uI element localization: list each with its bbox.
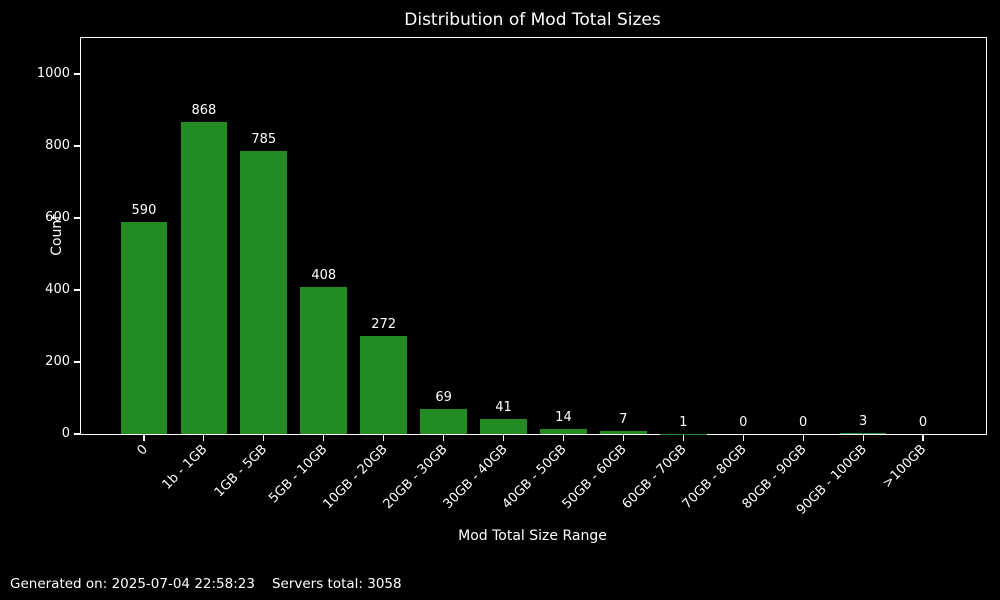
bar: [420, 409, 467, 434]
bar-value-label: 272: [371, 317, 397, 333]
x-tick-label: 0: [134, 442, 151, 459]
bar: [839, 432, 887, 434]
bar-value-label: 7: [619, 412, 628, 428]
x-tick-mark: [622, 435, 624, 441]
bar-value-label: 868: [191, 102, 217, 118]
bar-value-label: 0: [799, 415, 808, 430]
x-tick-mark: [742, 435, 744, 441]
x-tick-mark: [922, 435, 924, 441]
bar: [360, 336, 408, 434]
y-tick-mark: [74, 145, 81, 147]
bar-value-label: 1: [679, 414, 688, 430]
bar-value-label: 590: [131, 202, 157, 218]
bar-value-label: 408: [311, 268, 337, 284]
bar-value-label: 41: [495, 400, 512, 416]
y-tick-label: 200: [45, 354, 70, 369]
bar-value-label: 785: [251, 132, 277, 148]
y-tick-label: 600: [45, 210, 70, 225]
y-tick-mark: [74, 73, 81, 75]
x-tick-mark: [443, 435, 445, 441]
footer: Generated on: 2025-07-04 22:58:23 Servers…: [10, 576, 402, 592]
x-axis-label: Mod Total Size Range: [458, 528, 607, 544]
plot-area: 0 200 400 600 800 1000 590 0 868 1b - 1GB 785 1GB -…: [37, 37, 987, 518]
bar: [480, 419, 527, 434]
x-tick-mark: [862, 435, 864, 441]
x-tick-mark: [562, 435, 565, 441]
x-tick-label: >100GB: [880, 442, 930, 492]
servers-total-text: Servers total: 3058: [271, 576, 402, 592]
x-tick-mark: [502, 435, 505, 441]
y-tick-label: 400: [45, 282, 70, 297]
bar-value-label: 3: [858, 413, 868, 429]
bar-value-label: 0: [918, 415, 928, 430]
x-tick-label: 5GB - 10GB: [266, 442, 331, 507]
bar: [600, 431, 647, 434]
y-tick-label: 800: [45, 138, 70, 153]
generated-on-text: Generated on: 2025-07-04 22:58:23: [10, 576, 255, 592]
x-tick-mark: [203, 435, 205, 441]
bar-value-label: 69: [435, 390, 452, 406]
y-tick-mark: [74, 289, 81, 291]
bar-value-label: 0: [739, 415, 748, 430]
x-tick-label: 1b - 1GB: [159, 442, 211, 493]
x-tick-mark: [383, 435, 385, 441]
x-tick-mark: [682, 435, 684, 441]
y-tick-label: 1000: [36, 66, 70, 81]
x-tick-mark: [143, 435, 145, 441]
y-tick-label: 0: [61, 426, 70, 441]
bar-value-label: 14: [555, 409, 572, 425]
x-tick-label: 1GB - 5GB: [212, 442, 271, 501]
x-tick-mark: [323, 435, 325, 441]
bar: [240, 151, 288, 434]
chart-title: Distribution of Mod Total Sizes: [404, 10, 661, 30]
bar: [540, 428, 587, 434]
y-tick-mark: [74, 217, 81, 219]
x-tick-mark: [802, 435, 804, 441]
y-tick-mark: [74, 361, 81, 363]
y-tick-mark: [74, 433, 81, 435]
x-tick-mark: [263, 435, 265, 441]
bar: [180, 121, 228, 434]
bar: [120, 221, 168, 434]
bar: [300, 287, 348, 434]
